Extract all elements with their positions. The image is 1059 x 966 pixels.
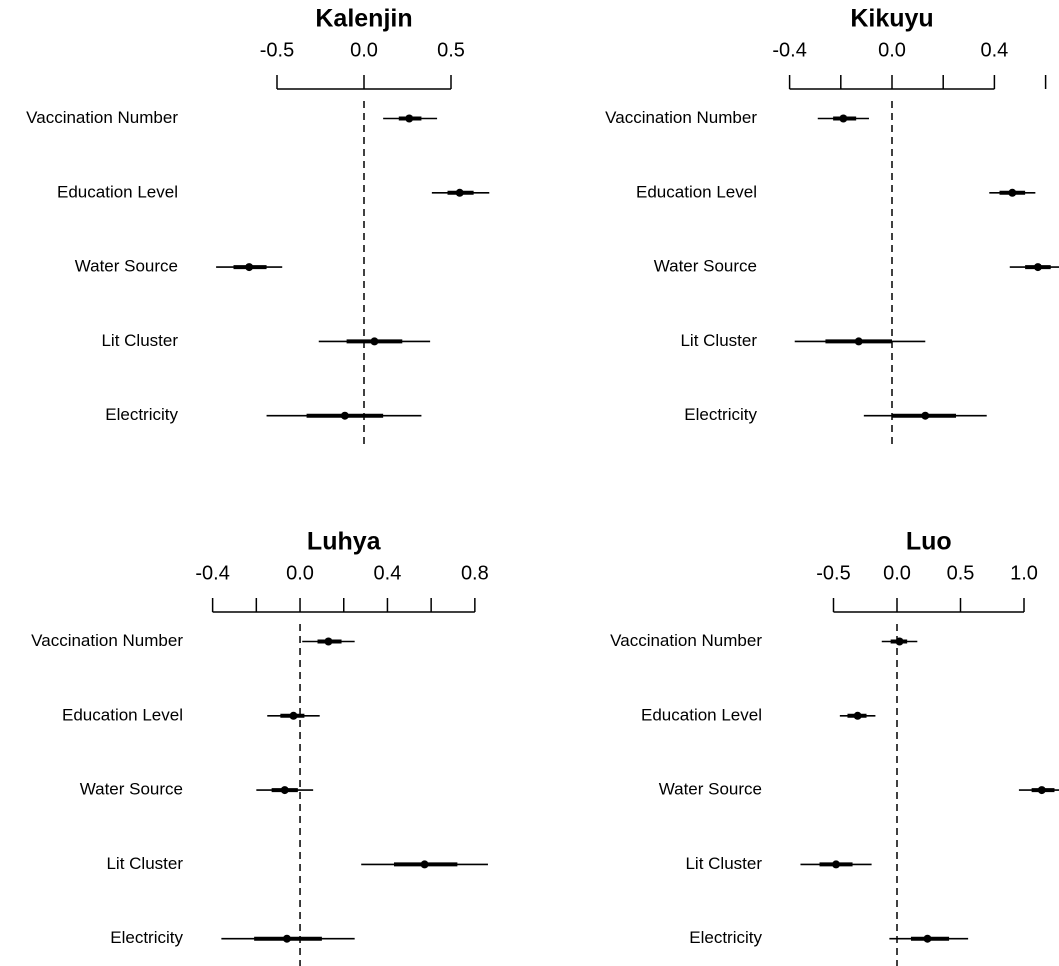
x-tick-label: 0.5 bbox=[437, 39, 465, 61]
category-label: Water Source bbox=[75, 257, 178, 276]
point-estimate bbox=[280, 786, 289, 795]
point-estimate bbox=[340, 411, 349, 420]
category-label: Education Level bbox=[636, 182, 757, 201]
category-label: Electricity bbox=[105, 405, 178, 424]
point-estimate bbox=[1033, 263, 1042, 272]
x-tick-label: 1.0 bbox=[1010, 562, 1038, 584]
x-tick-label: 0.0 bbox=[286, 562, 314, 584]
category-label: Electricity bbox=[689, 928, 762, 947]
point-estimate bbox=[282, 934, 291, 943]
category-label: Education Level bbox=[62, 705, 183, 724]
point-estimate bbox=[921, 411, 930, 420]
point-estimate bbox=[853, 711, 862, 720]
point-estimate bbox=[245, 263, 254, 272]
panel-title: Kalenjin bbox=[315, 5, 412, 33]
point-estimate bbox=[895, 637, 904, 646]
category-label: Electricity bbox=[684, 405, 757, 424]
category-label: Education Level bbox=[57, 182, 178, 201]
point-estimate bbox=[854, 337, 863, 346]
x-tick-label: -0.4 bbox=[195, 562, 229, 584]
x-tick-label: 0.8 bbox=[461, 562, 489, 584]
category-label: Water Source bbox=[654, 257, 757, 276]
category-label: Education Level bbox=[641, 705, 762, 724]
plot-area: Kalenjin -0.5 0.0 0.5 Vaccination Number Educ… bbox=[26, 5, 1059, 966]
point-estimate bbox=[324, 637, 333, 646]
x-tick-label: -0.4 bbox=[772, 39, 806, 61]
point-estimate bbox=[832, 860, 841, 869]
point-estimate bbox=[405, 114, 414, 123]
x-tick-label: 0.5 bbox=[947, 562, 975, 584]
x-tick-label: -0.5 bbox=[816, 562, 850, 584]
x-tick-label: -0.5 bbox=[260, 39, 294, 61]
point-estimate bbox=[1037, 786, 1046, 795]
category-label: Water Source bbox=[80, 780, 183, 799]
point-estimate bbox=[289, 711, 298, 720]
category-label: Electricity bbox=[110, 928, 183, 947]
category-label: Vaccination Number bbox=[26, 108, 178, 127]
category-label: Water Source bbox=[659, 780, 762, 799]
panel-title: Kikuyu bbox=[850, 5, 933, 33]
x-tick-label: 0.0 bbox=[878, 39, 906, 61]
point-estimate bbox=[839, 114, 848, 123]
x-tick-label: 0.0 bbox=[350, 39, 378, 61]
point-estimate bbox=[370, 337, 379, 346]
point-estimate bbox=[420, 860, 429, 869]
panel-title: Luhya bbox=[307, 528, 382, 556]
category-label: Vaccination Number bbox=[610, 631, 762, 650]
x-tick-label: 0.4 bbox=[980, 39, 1008, 61]
category-label: Lit Cluster bbox=[685, 854, 762, 873]
x-tick-label: 0.0 bbox=[883, 562, 911, 584]
category-label: Vaccination Number bbox=[31, 631, 183, 650]
x-tick-label: 0.4 bbox=[374, 562, 402, 584]
category-label: Lit Cluster bbox=[101, 331, 178, 350]
point-estimate bbox=[1008, 188, 1017, 197]
panel-title: Luo bbox=[906, 528, 952, 556]
point-estimate bbox=[455, 188, 464, 197]
point-estimate bbox=[923, 934, 932, 943]
category-label: Lit Cluster bbox=[106, 854, 183, 873]
category-label: Vaccination Number bbox=[605, 108, 757, 127]
category-label: Lit Cluster bbox=[680, 331, 757, 350]
